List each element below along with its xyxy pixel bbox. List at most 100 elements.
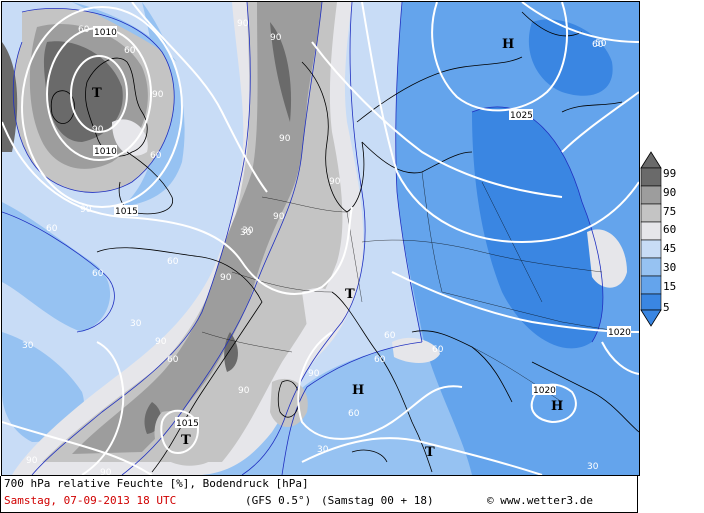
isobar-label: 1015 bbox=[115, 207, 138, 217]
humidity-label-group: 90 60 60 60 90 90 90 60 90 90 90 30 90 6… bbox=[22, 19, 607, 475]
humidity-streak-west-3 bbox=[2, 332, 84, 442]
humidity-label: 90 bbox=[237, 19, 249, 29]
legend-label: 75 bbox=[663, 205, 677, 218]
humidity-label: 60 bbox=[167, 257, 179, 267]
humidity-label: 60 bbox=[374, 355, 386, 365]
humidity-label: 90 bbox=[100, 468, 112, 475]
copyright-notice: © www.wetter3.de bbox=[487, 494, 593, 507]
humidity-core-1 bbox=[270, 22, 292, 122]
legend-label: 90 bbox=[663, 186, 677, 199]
humidity-label: 60 bbox=[46, 224, 58, 234]
humidity-label: 30 bbox=[242, 226, 254, 236]
isobar-label: 1025 bbox=[510, 111, 533, 121]
chart-title: 700 hPa relative Feuchte [%], Bodendruck… bbox=[4, 477, 309, 490]
isobar-label-bg bbox=[93, 145, 117, 156]
humidity-streak-west-2 bbox=[2, 202, 111, 332]
model-name: (GFS 0.5°) bbox=[245, 494, 312, 507]
weather-map: 1010 1010 1015 1025 1020 1020 1015 90 60… bbox=[1, 1, 640, 476]
isobar-label-bg bbox=[607, 326, 631, 337]
copyright-text: www.wetter3.de bbox=[500, 494, 593, 507]
copyright-icon: © bbox=[487, 494, 494, 507]
humidity-label: 90 bbox=[80, 205, 92, 215]
humidity-label: 60 bbox=[348, 409, 360, 419]
high-pressure-marker: H bbox=[502, 37, 514, 52]
humidity-label: 90 bbox=[152, 90, 164, 100]
isobar-label-bg bbox=[532, 384, 556, 395]
humidity-driest-east bbox=[472, 106, 603, 349]
legend-label: 60 bbox=[663, 223, 677, 236]
isobar-label: 1010 bbox=[94, 147, 117, 157]
legend-scale bbox=[640, 151, 662, 327]
isobar-label: 1020 bbox=[533, 386, 556, 396]
humidity-label: 90 bbox=[92, 125, 104, 135]
humidity-label: 60 bbox=[92, 269, 104, 279]
humidity-patch-alps bbox=[302, 288, 347, 332]
humidity-label: 60 bbox=[124, 46, 136, 56]
high-pressure-marker: H bbox=[352, 383, 364, 398]
chart-caption: 700 hPa relative Feuchte [%], Bodendruck… bbox=[0, 476, 638, 513]
legend-swatch bbox=[640, 239, 662, 259]
legend-arrow-down bbox=[640, 309, 662, 327]
high-pressure-marker: H bbox=[551, 399, 563, 414]
humidity-label: 30 bbox=[587, 462, 599, 472]
humidity-spiral-gap bbox=[112, 119, 148, 156]
legend-label: 5 bbox=[663, 301, 670, 314]
humidity-label: 60 bbox=[78, 25, 90, 35]
humidity-label: 90 bbox=[329, 177, 341, 187]
isobar-label: 1020 bbox=[608, 328, 631, 338]
humidity-label: 90 bbox=[238, 386, 250, 396]
humidity-label: 30 bbox=[22, 341, 34, 351]
humidity-label: 60 bbox=[384, 331, 396, 341]
legend-swatch bbox=[640, 167, 662, 187]
legend-swatch bbox=[640, 257, 662, 277]
isobar-label-bg bbox=[175, 417, 199, 428]
humidity-driest-north bbox=[528, 19, 613, 96]
humidity-label: 60 bbox=[592, 40, 604, 50]
legend-swatch bbox=[640, 185, 662, 205]
low-pressure-marker: T bbox=[345, 287, 355, 302]
humidity-band-90 bbox=[72, 2, 322, 454]
humidity-label: 60 bbox=[167, 355, 179, 365]
isobar-label-bg bbox=[509, 109, 533, 120]
isobars bbox=[2, 2, 639, 475]
forecast-date: Samstag, 07-09-2013 18 UTC bbox=[4, 494, 177, 507]
humidity-label: 90 bbox=[270, 33, 282, 43]
humidity-low-nw-edge bbox=[2, 42, 18, 152]
humidity-label: 90 bbox=[279, 134, 291, 144]
legend-label: 45 bbox=[663, 242, 677, 255]
low-pressure-marker: T bbox=[425, 445, 435, 460]
legend-label: 15 bbox=[663, 280, 677, 293]
humidity-label: 50 bbox=[595, 39, 607, 49]
isobar-label: 1015 bbox=[176, 419, 199, 429]
legend-swatch bbox=[640, 221, 662, 241]
coastlines bbox=[50, 11, 639, 473]
humidity-label: 90 bbox=[308, 369, 320, 379]
pressure-center-group: T H T H H T T bbox=[92, 37, 563, 460]
legend-swatch bbox=[640, 275, 662, 295]
legend-label: 99 bbox=[663, 167, 677, 180]
humidity-label: 90 bbox=[273, 212, 285, 222]
low-pressure-marker: T bbox=[92, 86, 102, 101]
legend-swatch bbox=[640, 293, 662, 311]
humidity-patch-adriatic bbox=[392, 337, 440, 363]
humidity-label: 90 bbox=[155, 337, 167, 347]
isobar-label: 1010 bbox=[94, 28, 117, 38]
humidity-label: 30 bbox=[130, 319, 142, 329]
humidity-moist-patch-east bbox=[587, 229, 627, 288]
model-run: (Samstag 00 + 18) bbox=[321, 494, 434, 507]
isobar-label-group: 1010 1010 1015 1025 1020 1020 1015 bbox=[93, 26, 631, 429]
map-canvas: 1010 1010 1015 1025 1020 1020 1015 90 60… bbox=[2, 2, 639, 475]
legend-label: 30 bbox=[663, 261, 677, 274]
humidity-label: 30 bbox=[317, 445, 329, 455]
humidity-label: 90 bbox=[220, 273, 232, 283]
isobar-label-bg bbox=[114, 205, 138, 216]
humidity-label: 60 bbox=[150, 151, 162, 161]
legend-arrow-up bbox=[640, 151, 662, 169]
humidity-low-nw-core bbox=[43, 41, 123, 142]
isobar-label-bg bbox=[93, 26, 117, 37]
low-pressure-marker: T bbox=[181, 433, 191, 448]
legend-swatch bbox=[640, 203, 662, 223]
humidity-legend: 99 90 75 60 45 30 15 5 bbox=[640, 150, 704, 330]
humidity-label: 30 bbox=[240, 228, 252, 238]
